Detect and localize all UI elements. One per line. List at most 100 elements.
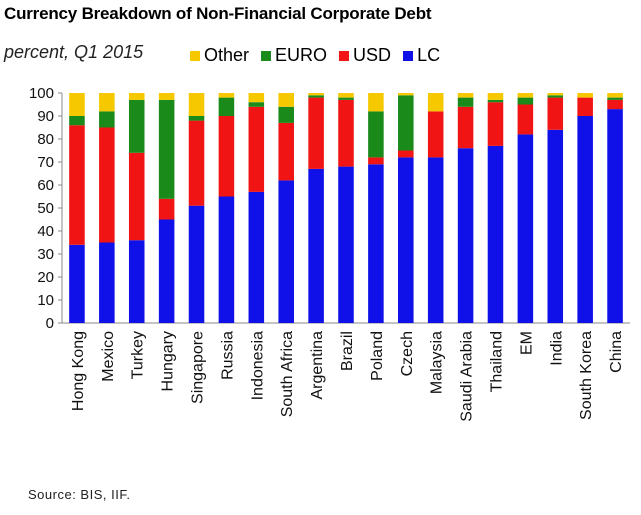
bar-hong-kong-other: [69, 93, 85, 116]
bar-em-other: [517, 93, 534, 98]
bar-malaysia-lc: [427, 157, 444, 323]
y-tick-label: 80: [37, 131, 54, 148]
bar-poland-lc: [368, 164, 384, 323]
bar-em-lc: [517, 134, 534, 323]
y-tick-label: 10: [37, 292, 54, 309]
bar-czech-lc: [398, 157, 414, 323]
y-tick-label: 30: [37, 246, 54, 263]
x-category-label: Saudi Arabia: [459, 331, 476, 422]
bar-south-korea-other: [577, 93, 593, 98]
bar-indonesia-usd: [248, 106, 265, 192]
bar-south-africa-euro: [278, 106, 294, 123]
bar-argentina-euro: [308, 95, 324, 98]
legend-item-lc: LC: [403, 45, 440, 66]
bar-china-lc: [607, 109, 623, 323]
bar-china-usd: [607, 99, 623, 110]
x-category-label: Thailand: [488, 331, 505, 392]
x-category-label: China: [608, 331, 625, 373]
x-category-label: Hong Kong: [70, 331, 87, 411]
y-tick-label: 100: [29, 85, 54, 102]
bar-hungary-euro: [158, 99, 175, 199]
bar-turkey-other: [128, 93, 145, 100]
bar-russia-euro: [218, 97, 235, 116]
bar-malaysia-usd: [427, 111, 444, 158]
bar-india-other: [547, 93, 564, 96]
bar-em-euro: [517, 97, 534, 105]
bar-china-other: [607, 93, 623, 98]
x-category-label: South Africa: [279, 331, 296, 417]
bar-saudi-arabia-lc: [457, 148, 474, 323]
bar-poland-other: [368, 93, 384, 112]
bar-czech-usd: [398, 150, 414, 158]
bar-indonesia-other: [248, 93, 265, 103]
y-tick-label: 60: [37, 177, 54, 194]
bar-russia-other: [218, 93, 235, 98]
legend-item-usd: USD: [339, 45, 391, 66]
bar-thailand-usd: [487, 102, 504, 146]
chart-legend: Other EURO USD LC: [190, 45, 440, 66]
bar-brazil-euro: [338, 97, 354, 100]
x-category-label: Mexico: [100, 331, 117, 382]
bar-thailand-lc: [487, 145, 504, 323]
y-tick-label: 40: [37, 223, 54, 240]
bar-india-euro: [547, 95, 564, 98]
x-category-label: Argentina: [309, 331, 326, 400]
bar-south-africa-other: [278, 93, 294, 107]
bar-singapore-euro: [188, 116, 205, 121]
chart-title: Currency Breakdown of Non-Financial Corp…: [4, 4, 432, 23]
bar-saudi-arabia-usd: [457, 106, 474, 149]
bar-saudi-arabia-other: [457, 93, 474, 98]
bar-south-africa-lc: [278, 180, 294, 323]
legend-label-euro: EURO: [275, 45, 328, 65]
stacked-bar-chart: 0 10 20 30 40 50 60 70 80 90 100 Hong Kong Mexico Tur…: [29, 85, 630, 422]
x-category-label: Turkey: [130, 331, 147, 379]
source-note: Source: BIS, IIF.: [28, 487, 131, 502]
bar-argentina-lc: [308, 168, 324, 323]
bar-thailand-other: [487, 93, 504, 100]
x-category-label: Hungary: [160, 331, 177, 391]
bar-india-usd: [547, 97, 564, 130]
legend-label-usd: USD: [353, 45, 392, 65]
legend-swatch-lc: [403, 50, 414, 61]
y-tick-label: 20: [37, 269, 54, 286]
x-category-label: Indonesia: [249, 331, 266, 400]
bar-argentina-other: [308, 93, 324, 96]
x-category-label: South Korea: [578, 331, 595, 420]
bar-russia-lc: [218, 196, 235, 323]
bar-turkey-usd: [128, 152, 145, 241]
bar-hungary-lc: [158, 219, 175, 323]
bar-poland-euro: [368, 111, 384, 158]
legend-swatch-euro: [261, 50, 272, 61]
bar-turkey-euro: [128, 99, 145, 153]
bar-indonesia-lc: [248, 191, 265, 323]
legend-swatch-other: [190, 50, 200, 61]
bar-saudi-arabia-euro: [457, 97, 474, 107]
bar-south-korea-usd: [577, 97, 593, 116]
bar-hong-kong-euro: [69, 116, 85, 126]
bar-singapore-other: [188, 93, 205, 116]
legend-label-lc: LC: [417, 45, 441, 65]
x-category-label: Singapore: [190, 331, 207, 404]
bar-south-korea-lc: [577, 116, 593, 323]
bar-mexico-other: [99, 93, 115, 112]
bar-singapore-lc: [188, 205, 205, 323]
bar-indonesia-euro: [248, 102, 265, 107]
bar-hong-kong-lc: [69, 244, 85, 323]
bar-argentina-usd: [308, 97, 324, 169]
bar-mexico-euro: [99, 111, 115, 128]
x-category-label: EM: [518, 331, 535, 355]
y-tick-label: 70: [37, 154, 54, 171]
x-category-label: Poland: [369, 331, 386, 381]
bar-brazil-other: [338, 93, 354, 98]
bar-czech-other: [398, 93, 414, 96]
legend-item-euro: EURO: [261, 45, 327, 66]
y-tick-label: 50: [37, 200, 54, 217]
chart-subtitle: percent, Q1 2015: [4, 42, 144, 62]
bar-czech-euro: [398, 95, 414, 151]
bar-malaysia-other: [427, 93, 444, 112]
bar-poland-usd: [368, 157, 384, 165]
bar-india-lc: [547, 129, 564, 323]
bar-brazil-usd: [338, 99, 354, 167]
bar-thailand-euro: [487, 99, 504, 103]
x-category-label: Czech: [399, 331, 416, 376]
